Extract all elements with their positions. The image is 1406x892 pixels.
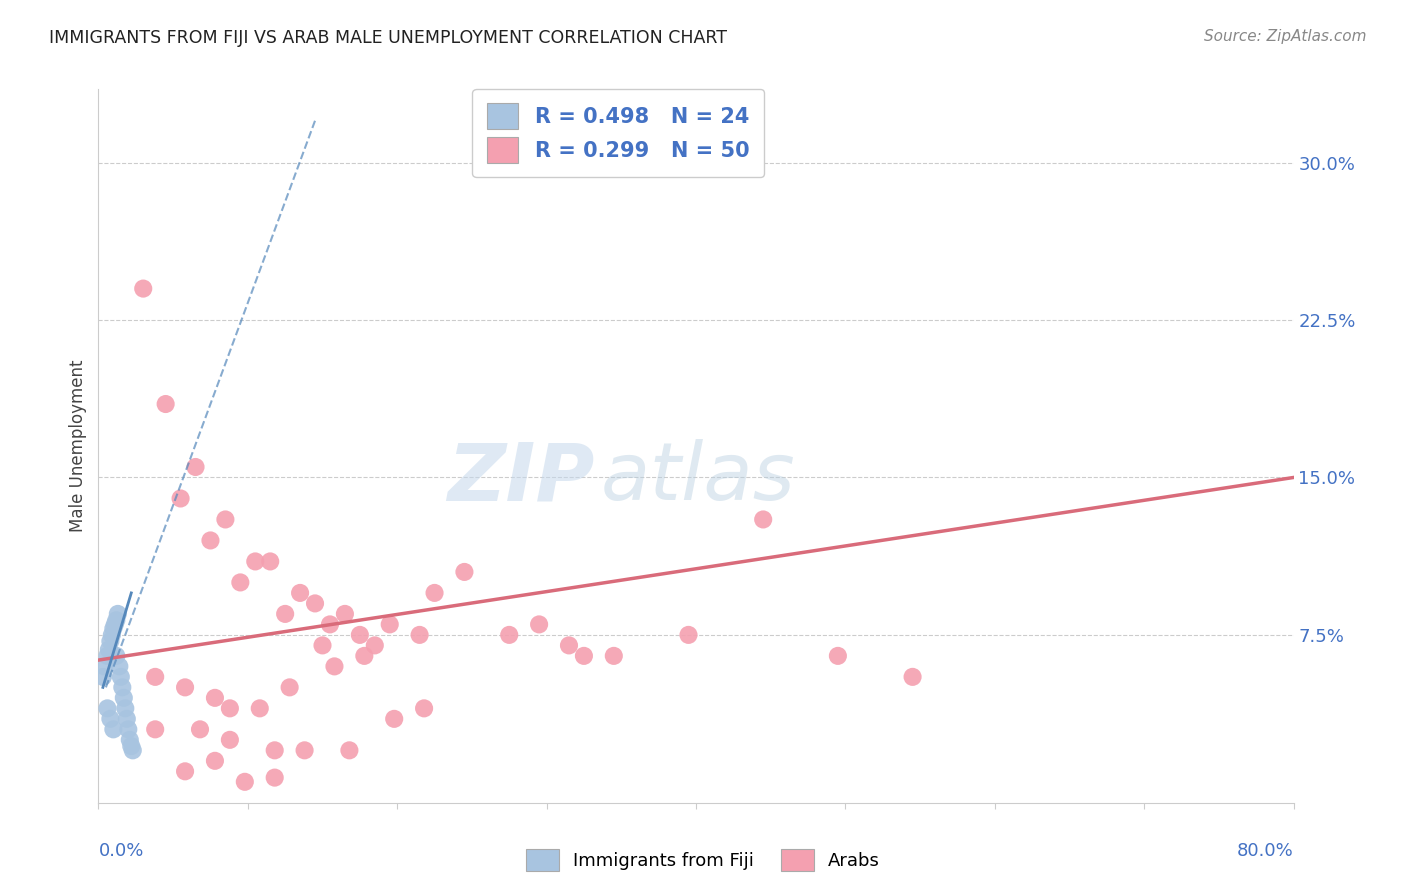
Point (101, 628, 124, 642)
Point (278, 681, 301, 695)
Point (382, 712, 405, 726)
Point (827, 648, 849, 663)
Point (498, 628, 520, 642)
Point (259, 554, 281, 568)
Point (188, 723, 211, 737)
Point (752, 512, 775, 526)
Point (204, 754, 226, 768)
Point (114, 701, 136, 715)
Text: IMMIGRANTS FROM FIJI VS ARAB MALE UNEMPLOYMENT CORRELATION CHART: IMMIGRANTS FROM FIJI VS ARAB MALE UNEMPL… (49, 29, 727, 46)
Point (219, 732, 242, 747)
Y-axis label: Male Unemployment: Male Unemployment (69, 359, 87, 533)
Point (263, 743, 285, 757)
Point (229, 575, 252, 590)
Point (558, 639, 581, 653)
Point (214, 512, 236, 526)
Point (572, 648, 595, 663)
Point (115, 712, 138, 726)
Point (108, 659, 131, 673)
Point (169, 491, 191, 506)
Point (274, 607, 297, 621)
Point (91, 670, 114, 684)
Point (103, 723, 125, 737)
Point (333, 607, 356, 621)
Point (107, 607, 129, 621)
Point (132, 282, 155, 296)
Point (121, 743, 143, 757)
Point (603, 648, 626, 663)
Point (408, 628, 430, 642)
Point (378, 617, 401, 632)
Text: atlas: atlas (600, 439, 796, 517)
Legend: Immigrants from Fiji, Arabs: Immigrants from Fiji, Arabs (519, 842, 887, 879)
Point (98, 634, 122, 648)
Point (103, 622, 125, 636)
Point (105, 648, 128, 663)
Point (174, 764, 197, 779)
Point (97, 642, 120, 657)
Point (96, 648, 118, 663)
Point (143, 670, 166, 684)
Point (143, 723, 166, 737)
Point (200, 533, 222, 548)
Point (174, 681, 197, 695)
Point (423, 586, 446, 600)
Text: 0.0%: 0.0% (98, 842, 143, 860)
Legend: R = 0.498   N = 24, R = 0.299   N = 50: R = 0.498 N = 24, R = 0.299 N = 50 (472, 89, 763, 178)
Point (453, 565, 475, 579)
Point (219, 701, 242, 715)
Point (527, 617, 550, 632)
Point (245, 554, 267, 568)
Point (339, 743, 361, 757)
Point (105, 613, 128, 627)
Point (294, 743, 316, 757)
Point (319, 617, 342, 632)
Text: Source: ZipAtlas.com: Source: ZipAtlas.com (1204, 29, 1367, 44)
Point (104, 617, 127, 632)
Point (349, 628, 371, 642)
Point (110, 670, 132, 684)
Text: 80.0%: 80.0% (1237, 842, 1294, 860)
Point (678, 628, 700, 642)
Point (112, 690, 135, 705)
Point (111, 681, 134, 695)
Point (353, 648, 375, 663)
Point (901, 670, 924, 684)
Point (233, 774, 256, 789)
Point (184, 460, 207, 475)
Point (96, 701, 118, 715)
Point (323, 659, 346, 673)
Point (118, 732, 141, 747)
Point (311, 639, 333, 653)
Point (249, 701, 271, 715)
Point (117, 723, 139, 737)
Point (98, 712, 122, 726)
Point (364, 639, 387, 653)
Point (204, 690, 226, 705)
Point (120, 739, 142, 753)
Point (155, 397, 177, 411)
Point (304, 596, 326, 610)
Text: ZIP: ZIP (447, 439, 595, 517)
Point (413, 701, 436, 715)
Point (263, 771, 285, 785)
Point (288, 586, 311, 600)
Point (93, 659, 115, 673)
